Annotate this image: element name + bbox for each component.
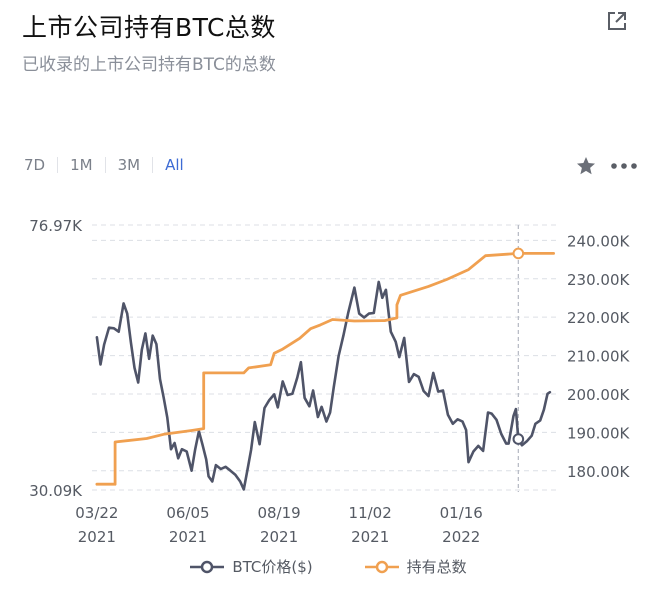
x-axis-tick-label: 06/05	[166, 504, 209, 522]
tab-3m[interactable]: 3M	[117, 156, 141, 174]
legend-line-circle-icon	[190, 560, 225, 573]
right-axis-tick-label: 230.00K	[567, 271, 630, 289]
x-axis-year-label: 2021	[351, 528, 389, 546]
holdings-hover-point[interactable]	[512, 247, 525, 260]
x-axis-year-label: 2021	[169, 528, 207, 546]
tab-7d[interactable]: 7D	[24, 156, 46, 174]
right-axis-tick-label: 180.00K	[567, 463, 630, 481]
x-axis-tick-label: 08/19	[257, 504, 300, 522]
x-axis-year-label: 2021	[260, 528, 298, 546]
btc-price-series-line	[95, 280, 552, 491]
tab-all[interactable]: All	[165, 156, 184, 174]
right-axis-tick-label: 220.00K	[567, 309, 630, 327]
left-axis-tick-label: 76.97K	[29, 217, 83, 235]
x-axis-tick-label: 11/02	[349, 504, 392, 522]
x-axis-year-label: 2022	[442, 528, 480, 546]
page-title: 上市公司持有BTC总数	[22, 13, 276, 42]
x-axis-tick-label: 03/22	[75, 504, 118, 522]
x-axis-year-label: 2021	[78, 528, 116, 546]
external-link-icon[interactable]	[606, 10, 628, 32]
tab-divider	[104, 157, 106, 173]
more-dots-icon[interactable]	[610, 155, 638, 177]
legend-line-circle-icon	[364, 560, 399, 573]
star-icon[interactable]	[575, 155, 597, 177]
right-axis-tick-label: 200.00K	[567, 386, 630, 404]
legend-label: BTC价格($)	[232, 558, 313, 576]
tab-divider	[57, 157, 59, 173]
tab-1m[interactable]: 1M	[70, 156, 93, 174]
time-range-tabs: 7D 1M 3M All	[12, 156, 196, 174]
legend-label: 持有总数	[406, 558, 467, 576]
left-axis-tick-label: 30.09K	[29, 482, 83, 500]
legend-item-holdings[interactable]: 持有总数	[364, 556, 467, 577]
right-axis-tick-label: 190.00K	[567, 424, 630, 442]
tab-divider	[152, 157, 154, 173]
chart-legend: BTC价格($) 持有总数	[0, 556, 657, 577]
x-axis-tick-label: 01/16	[440, 504, 483, 522]
page-subtitle: 已收录的上市公司持有BTC的总数	[22, 55, 276, 75]
right-axis-tick-label: 240.00K	[567, 232, 630, 250]
btc-price-hover-point[interactable]	[512, 433, 525, 445]
legend-item-btc-price[interactable]: BTC价格($)	[190, 556, 313, 577]
holdings-series-line	[95, 252, 555, 486]
btc-holdings-chart: 240.00K 230.00K 220.00K 210.00K 200.00K 190.0…	[29, 217, 630, 546]
right-axis-tick-label: 210.00K	[567, 348, 630, 366]
